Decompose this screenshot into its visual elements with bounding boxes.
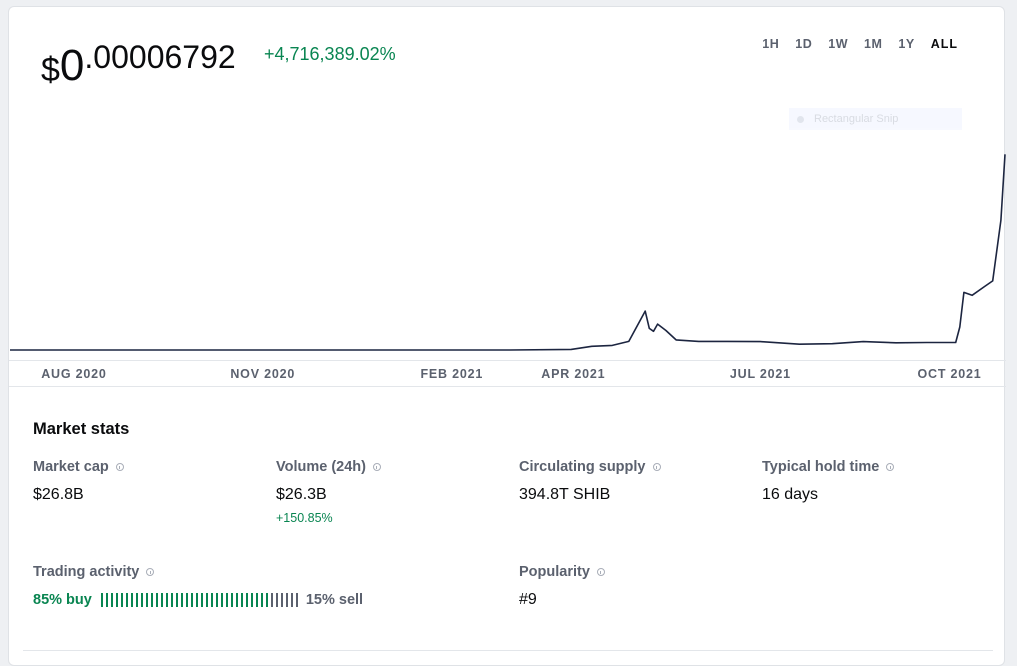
buy-sell-bar — [100, 593, 298, 607]
info-icon[interactable] — [146, 568, 155, 576]
price-decimal: .00006792 — [84, 39, 236, 75]
popularity-label: Popularity — [519, 564, 590, 580]
hold-time-value: 16 days — [762, 486, 819, 503]
stat-popularity: Popularity #9 — [519, 564, 605, 609]
buy-bar-segment — [145, 593, 148, 607]
buy-bar-segment — [135, 593, 138, 607]
buy-bar-segment — [240, 593, 243, 607]
buy-bar-segment — [235, 593, 238, 607]
buy-percent: 85% buy — [33, 592, 92, 608]
sell-bar-segment — [275, 593, 278, 607]
sell-bar-segment — [295, 593, 298, 607]
range-1d[interactable]: 1D — [795, 37, 813, 51]
buy-bar-segment — [130, 593, 133, 607]
price-integer: 0 — [59, 41, 85, 90]
buy-bar-segment — [120, 593, 123, 607]
stat-hold-time: Typical hold time 16 days — [762, 459, 895, 504]
buy-bar-segment — [170, 593, 173, 607]
info-icon[interactable] — [652, 463, 661, 471]
stat-circulating-supply: Circulating supply 394.8T SHIB — [519, 459, 661, 504]
sell-bar-segment — [280, 593, 283, 607]
sell-bar-segment — [270, 593, 273, 607]
info-icon[interactable] — [596, 568, 605, 576]
divider — [23, 650, 993, 651]
sell-percent: 15% sell — [305, 592, 364, 608]
price-change: +4,716,389.02% — [264, 44, 396, 64]
buy-bar-segment — [155, 593, 158, 607]
buy-bar-segment — [150, 593, 153, 607]
sell-bar-segment — [285, 593, 288, 607]
buy-bar-segment — [100, 593, 103, 607]
buy-bar-segment — [125, 593, 128, 607]
popularity-value: #9 — [519, 591, 537, 608]
buy-bar-segment — [115, 593, 118, 607]
buy-bar-segment — [185, 593, 188, 607]
buy-bar-segment — [110, 593, 113, 607]
x-tick-label: APR 2021 — [541, 367, 606, 381]
buy-bar-segment — [180, 593, 183, 607]
snip-icon — [797, 115, 804, 123]
buy-bar-segment — [140, 593, 143, 607]
buy-bar-segment — [190, 593, 193, 607]
buy-bar-segment — [205, 593, 208, 607]
x-tick-label: OCT 2021 — [917, 367, 982, 381]
x-tick-label: AUG 2020 — [41, 367, 107, 381]
x-tick-label: JUL 2021 — [729, 367, 791, 381]
snip-overlay: Rectangular Snip — [789, 108, 962, 130]
supply-value: 394.8T SHIB — [519, 486, 611, 503]
buy-bar-segment — [175, 593, 178, 607]
market-cap-label: Market cap — [33, 459, 109, 475]
volume-value: $26.3B — [276, 486, 327, 503]
buy-bar-segment — [225, 593, 228, 607]
info-icon[interactable] — [886, 463, 895, 471]
hold-time-label: Typical hold time — [762, 459, 880, 475]
time-range-selector: 1H 1D 1W 1M 1Y ALL — [754, 37, 966, 51]
range-1m[interactable]: 1M — [864, 37, 883, 51]
buy-bar-segment — [195, 593, 198, 607]
trading-label: Trading activity — [33, 564, 140, 580]
x-axis: AUG 2020 NOV 2020 FEB 2021 APR 2021 JUL 2021… — [9, 360, 1006, 387]
buy-bar-segment — [260, 593, 263, 607]
x-tick-label: NOV 2020 — [230, 367, 296, 381]
price-chart[interactable] — [9, 102, 1006, 360]
buy-bar-segment — [165, 593, 168, 607]
buy-bar-segment — [160, 593, 163, 607]
volume-change: +150.85% — [276, 511, 333, 525]
volume-label: Volume (24h) — [276, 459, 366, 475]
info-icon[interactable] — [372, 463, 381, 471]
range-all[interactable]: ALL — [930, 37, 958, 51]
buy-bar-segment — [105, 593, 108, 607]
supply-label: Circulating supply — [519, 459, 646, 475]
buy-bar-segment — [220, 593, 223, 607]
buy-bar-segment — [215, 593, 218, 607]
buy-bar-segment — [230, 593, 233, 607]
market-cap-value: $26.8B — [33, 486, 84, 503]
buy-bar-segment — [200, 593, 203, 607]
stat-volume: Volume (24h) $26.3B +150.85% — [276, 459, 381, 525]
range-1w[interactable]: 1W — [828, 37, 849, 51]
x-tick-label: FEB 2021 — [420, 367, 484, 381]
buy-bar-segment — [250, 593, 253, 607]
buy-bar-segment — [210, 593, 213, 607]
trading-activity-meter: 85% buy 15% sell — [33, 592, 363, 608]
sell-bar-segment — [290, 593, 293, 607]
price-currency: $ — [41, 51, 60, 89]
range-1h[interactable]: 1H — [762, 37, 780, 51]
buy-bar-segment — [255, 593, 258, 607]
stat-market-cap: Market cap $26.8B — [33, 459, 124, 504]
buy-bar-segment — [265, 593, 268, 607]
market-stats-title: Market stats — [33, 420, 130, 438]
buy-bar-segment — [245, 593, 248, 607]
info-icon[interactable] — [115, 463, 124, 471]
snip-label: Rectangular Snip — [814, 113, 899, 125]
stat-trading-activity: Trading activity — [33, 564, 155, 580]
asset-price-card: $ 0 .00006792 +4,716,389.02% 1H 1D 1W 1M… — [8, 6, 1006, 666]
range-1y[interactable]: 1Y — [898, 37, 915, 51]
price-line — [10, 154, 1006, 351]
current-price: $ 0 .00006792 — [41, 37, 236, 93]
